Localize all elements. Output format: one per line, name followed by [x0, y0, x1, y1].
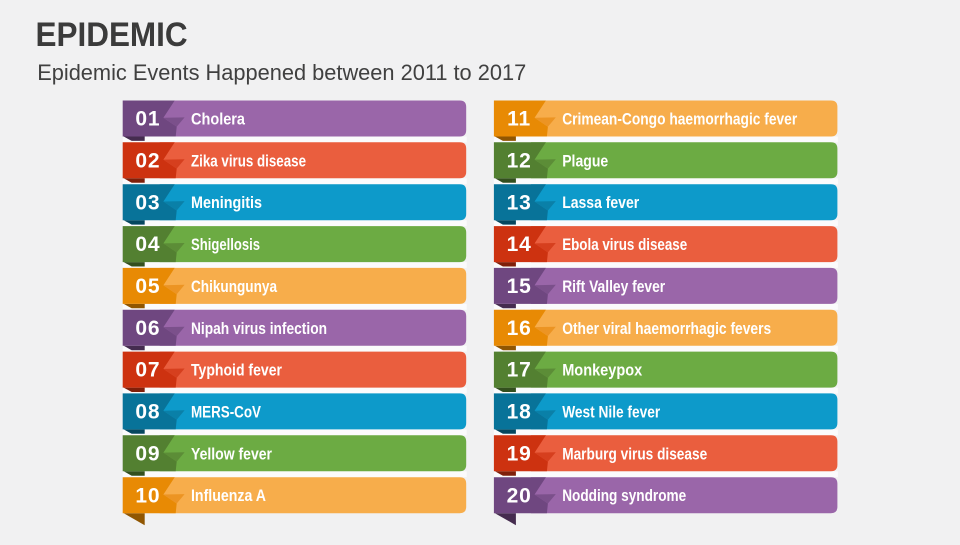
- svg-text:05: 05: [135, 275, 160, 298]
- svg-text:09: 09: [135, 442, 160, 465]
- svg-text:10: 10: [135, 484, 160, 507]
- svg-text:16: 16: [507, 317, 532, 340]
- svg-text:04: 04: [135, 233, 160, 256]
- svg-text:02: 02: [135, 149, 160, 172]
- svg-text:Marburg virus disease: Marburg virus disease: [562, 444, 707, 463]
- svg-text:Other viral haemorrhagic fever: Other viral haemorrhagic fevers: [562, 319, 771, 338]
- svg-text:Nodding syndrome: Nodding syndrome: [562, 486, 686, 505]
- svg-text:Crimean-Congo haemorrhagic fev: Crimean-Congo haemorrhagic fever: [562, 110, 797, 129]
- svg-text:Ebola virus disease: Ebola virus disease: [562, 235, 687, 254]
- svg-text:17: 17: [507, 359, 532, 382]
- svg-text:Epidemic Events Happened betwe: Epidemic Events Happened between 2011 to…: [37, 60, 526, 85]
- svg-text:18: 18: [507, 401, 532, 424]
- svg-text:01: 01: [135, 108, 160, 131]
- svg-text:Typhoid fever: Typhoid fever: [191, 361, 282, 380]
- svg-text:MERS-CoV: MERS-CoV: [191, 402, 262, 421]
- svg-text:19: 19: [507, 442, 532, 465]
- svg-text:Shigellosis: Shigellosis: [191, 235, 260, 254]
- svg-text:03: 03: [135, 191, 160, 214]
- svg-text:Yellow fever: Yellow fever: [191, 444, 272, 463]
- svg-text:Meningitis: Meningitis: [191, 193, 262, 212]
- svg-text:Monkeypox: Monkeypox: [562, 361, 642, 380]
- svg-text:08: 08: [135, 401, 160, 424]
- svg-text:13: 13: [507, 191, 532, 214]
- svg-text:Chikungunya: Chikungunya: [191, 277, 277, 296]
- svg-text:Lassa fever: Lassa fever: [562, 193, 639, 212]
- svg-text:EPIDEMIC: EPIDEMIC: [36, 15, 188, 53]
- svg-text:Plague: Plague: [562, 151, 608, 170]
- svg-text:12: 12: [507, 149, 532, 172]
- svg-text:14: 14: [507, 233, 532, 256]
- svg-text:Zika virus disease: Zika virus disease: [191, 151, 306, 170]
- svg-text:Cholera: Cholera: [191, 110, 245, 129]
- svg-text:07: 07: [135, 359, 160, 382]
- svg-text:20: 20: [507, 484, 532, 507]
- svg-text:Rift Valley fever: Rift Valley fever: [562, 277, 665, 296]
- svg-text:Nipah virus infection: Nipah virus infection: [191, 319, 327, 338]
- svg-text:11: 11: [507, 108, 531, 131]
- svg-text:15: 15: [507, 275, 532, 298]
- svg-text:Influenza A: Influenza A: [191, 486, 266, 505]
- svg-text:West Nile fever: West Nile fever: [562, 402, 660, 421]
- svg-text:06: 06: [135, 317, 160, 340]
